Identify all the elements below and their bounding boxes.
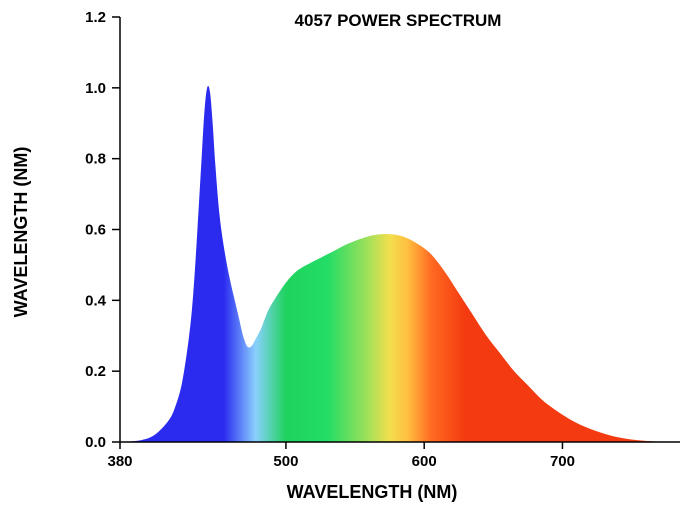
chart-title: 4057 POWER SPECTRUM (295, 11, 502, 30)
y-tick-label: 0.2 (85, 363, 106, 380)
y-tick-label: 1.2 (85, 9, 106, 26)
y-tick-label: 0.4 (85, 292, 107, 309)
y-tick-label: 1.0 (85, 80, 106, 97)
y-tick-label: 0.6 (85, 222, 106, 239)
y-axis-label: WAVELENGTH (NM) (11, 147, 31, 318)
y-tick-label: 0.0 (85, 434, 106, 451)
x-axis-ticks: 380 500 600 700 (107, 442, 575, 470)
x-tick-label: 500 (273, 453, 298, 470)
x-axis-label: WAVELENGTH (NM) (287, 482, 458, 502)
x-tick-label: 700 (550, 453, 575, 470)
spectrum-area (120, 86, 680, 442)
y-axis-ticks: 0.0 0.2 0.4 0.6 0.8 1.0 1.2 (85, 9, 120, 451)
y-tick-label: 0.8 (85, 151, 106, 168)
x-tick-label: 600 (412, 453, 437, 470)
x-tick-label: 380 (107, 453, 132, 470)
